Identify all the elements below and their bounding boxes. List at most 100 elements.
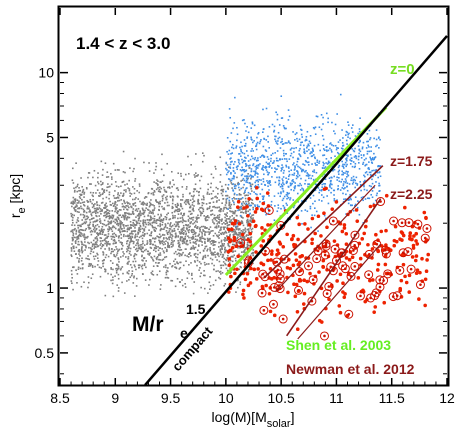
data-point bbox=[360, 237, 365, 241]
data-point bbox=[336, 113, 338, 115]
data-point bbox=[290, 183, 292, 186]
data-point bbox=[245, 208, 247, 210]
data-point bbox=[304, 139, 307, 142]
data-point bbox=[233, 233, 236, 235]
data-point bbox=[236, 176, 238, 179]
data-point bbox=[222, 197, 225, 200]
data-point bbox=[275, 135, 277, 138]
data-point bbox=[91, 245, 94, 248]
data-point bbox=[141, 259, 144, 262]
data-point-center bbox=[386, 272, 390, 276]
data-point bbox=[282, 176, 285, 178]
data-point bbox=[245, 179, 248, 182]
data-point bbox=[197, 244, 200, 246]
data-point bbox=[167, 246, 169, 248]
data-point bbox=[127, 228, 129, 231]
data-point bbox=[179, 203, 182, 205]
data-point bbox=[248, 213, 251, 216]
data-point bbox=[285, 182, 288, 185]
data-point bbox=[121, 266, 124, 268]
data-point bbox=[182, 239, 184, 242]
data-point bbox=[148, 162, 150, 164]
data-point bbox=[189, 225, 191, 228]
data-point bbox=[148, 234, 151, 237]
data-point bbox=[230, 255, 233, 258]
data-point bbox=[155, 200, 157, 202]
data-point-center bbox=[267, 209, 271, 212]
extra-trend-line-0-1 bbox=[297, 243, 382, 340]
data-point bbox=[165, 248, 168, 251]
data-point bbox=[217, 225, 220, 227]
data-point bbox=[144, 202, 146, 205]
data-point bbox=[160, 181, 162, 184]
data-point bbox=[337, 304, 342, 308]
data-point bbox=[414, 239, 418, 243]
data-point bbox=[212, 244, 214, 247]
data-point bbox=[177, 239, 179, 242]
data-point bbox=[224, 183, 227, 186]
data-point bbox=[260, 139, 262, 141]
data-point bbox=[285, 193, 288, 196]
data-point bbox=[112, 276, 114, 279]
data-point bbox=[367, 140, 369, 143]
data-point bbox=[150, 199, 152, 201]
data-point-center bbox=[247, 259, 250, 263]
data-point bbox=[158, 270, 161, 273]
data-point bbox=[122, 255, 124, 257]
data-point bbox=[340, 147, 343, 150]
data-point-center bbox=[367, 253, 371, 256]
data-point bbox=[101, 260, 104, 262]
data-point bbox=[255, 196, 260, 201]
data-point bbox=[289, 149, 292, 151]
data-point bbox=[244, 251, 247, 254]
data-point bbox=[209, 257, 212, 260]
data-point bbox=[79, 234, 82, 237]
data-point bbox=[90, 233, 93, 236]
data-point bbox=[127, 256, 130, 258]
data-point bbox=[102, 251, 104, 253]
data-point bbox=[107, 176, 110, 178]
data-point bbox=[241, 145, 243, 148]
data-point bbox=[89, 227, 92, 230]
data-point bbox=[203, 233, 206, 235]
data-point bbox=[220, 251, 222, 254]
data-point bbox=[293, 147, 295, 150]
data-point bbox=[123, 215, 125, 217]
data-point bbox=[255, 143, 258, 145]
data-point bbox=[359, 150, 362, 153]
data-point bbox=[172, 241, 174, 243]
data-point bbox=[160, 168, 163, 171]
data-point bbox=[226, 239, 229, 242]
data-point bbox=[320, 128, 323, 131]
data-point bbox=[82, 222, 85, 225]
data-point bbox=[97, 172, 99, 174]
data-point bbox=[120, 185, 122, 188]
data-point bbox=[87, 281, 90, 284]
data-point bbox=[366, 133, 369, 135]
data-point bbox=[345, 139, 348, 142]
data-point bbox=[378, 136, 380, 139]
data-point bbox=[94, 207, 97, 210]
data-point bbox=[213, 241, 216, 243]
data-point bbox=[156, 265, 159, 267]
data-point bbox=[110, 250, 113, 253]
data-point bbox=[247, 177, 249, 180]
data-point bbox=[314, 157, 316, 160]
data-point bbox=[318, 160, 321, 163]
data-point bbox=[211, 209, 214, 212]
data-point bbox=[277, 165, 280, 168]
data-point bbox=[231, 231, 233, 233]
data-point bbox=[100, 230, 103, 232]
data-point bbox=[184, 235, 187, 238]
data-point-center bbox=[272, 303, 275, 306]
data-point bbox=[165, 255, 168, 258]
data-point-center bbox=[385, 252, 388, 256]
data-point bbox=[124, 214, 127, 217]
data-point bbox=[191, 201, 194, 204]
data-point bbox=[333, 194, 335, 196]
data-point bbox=[310, 151, 312, 153]
data-point bbox=[106, 236, 109, 239]
data-point bbox=[203, 261, 206, 264]
data-point bbox=[278, 314, 288, 324]
data-point bbox=[147, 223, 150, 226]
